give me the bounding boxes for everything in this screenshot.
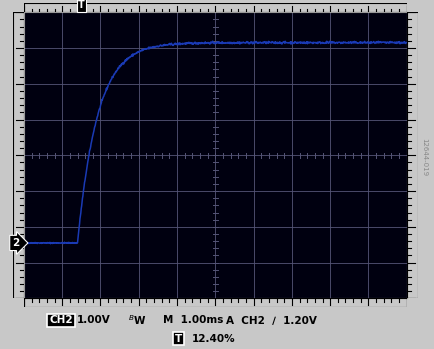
Text: A  CH2  ∕  1.20V: A CH2 ∕ 1.20V [226, 315, 316, 325]
Text: 2: 2 [12, 238, 20, 248]
Text: T: T [78, 0, 85, 10]
Text: 12.40%: 12.40% [191, 334, 234, 343]
Text: $^B$W: $^B$W [128, 313, 146, 327]
Text: M  1.00ms: M 1.00ms [163, 315, 223, 325]
Text: T: T [174, 334, 181, 343]
Text: CH2: CH2 [49, 315, 72, 325]
Text: 1.00V: 1.00V [76, 315, 110, 325]
Text: 12644-019: 12644-019 [420, 138, 426, 176]
